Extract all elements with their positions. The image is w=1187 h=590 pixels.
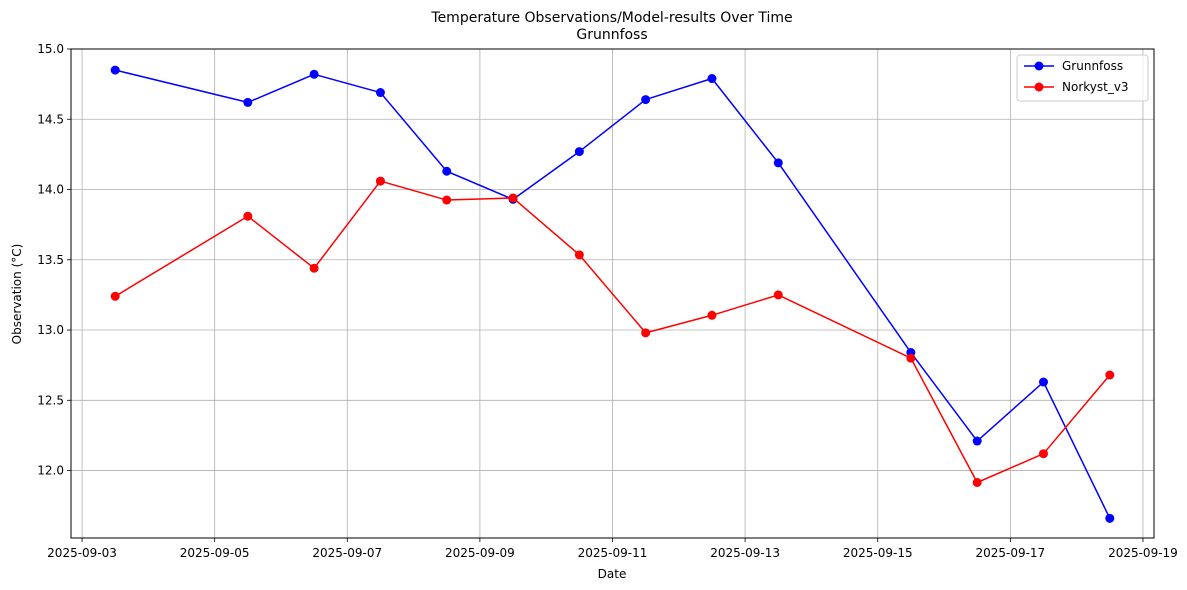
x-tick-label: 2025-09-11 bbox=[578, 546, 648, 560]
y-tick-label: 12.5 bbox=[37, 393, 64, 407]
y-axis: 12.0 12.5 13.0 13.5 14.0 14.5 15.0 bbox=[37, 42, 71, 478]
data-point-norkyst-v3-4 bbox=[442, 195, 452, 205]
data-point-norkyst-v3-12 bbox=[1038, 449, 1048, 459]
y-tick-label: 12.0 bbox=[37, 464, 64, 478]
y-tick-label: 14.5 bbox=[37, 112, 64, 126]
data-point-grunnfoss-7 bbox=[641, 95, 651, 105]
data-point-grunnfoss-3 bbox=[375, 88, 385, 98]
data-point-grunnfoss-12 bbox=[1038, 377, 1048, 387]
x-tick-label: 2025-09-19 bbox=[1108, 546, 1178, 560]
data-point-grunnfoss-6 bbox=[574, 147, 584, 157]
series-grunnfoss bbox=[110, 65, 1115, 523]
data-point-norkyst-v3-13 bbox=[1105, 370, 1115, 380]
y-axis-label: Observation (°C) bbox=[10, 244, 24, 345]
data-point-norkyst-v3-0 bbox=[110, 291, 120, 301]
legend-marker-norkyst bbox=[1034, 82, 1044, 92]
data-point-norkyst-v3-9 bbox=[773, 290, 783, 300]
data-point-grunnfoss-1 bbox=[243, 97, 253, 107]
chart-title: Temperature Observations/Model-results O… bbox=[430, 10, 792, 26]
legend: Grunnfoss Norkyst_v3 bbox=[1016, 54, 1149, 102]
x-tick-label: 2025-09-09 bbox=[445, 546, 515, 560]
legend-marker-grunnfoss bbox=[1034, 61, 1044, 71]
x-tick-label: 2025-09-03 bbox=[47, 546, 117, 560]
data-point-norkyst-v3-2 bbox=[309, 263, 319, 273]
chart-subtitle: Grunnfoss bbox=[576, 27, 647, 43]
y-tick-label: 13.5 bbox=[37, 253, 64, 267]
data-point-norkyst-v3-5 bbox=[508, 193, 518, 203]
data-point-grunnfoss-8 bbox=[707, 74, 717, 84]
data-point-norkyst-v3-3 bbox=[375, 176, 385, 186]
series-norkyst-v3 bbox=[110, 176, 1115, 487]
x-tick-label: 2025-09-07 bbox=[312, 546, 382, 560]
data-point-norkyst-v3-11 bbox=[972, 478, 982, 487]
series-line-norkyst-v3 bbox=[114, 180, 1111, 484]
y-tick-label: 13.0 bbox=[37, 323, 64, 337]
x-tick-label: 2025-09-15 bbox=[843, 546, 913, 560]
data-point-grunnfoss-13 bbox=[1105, 513, 1115, 523]
x-axis: 2025-09-03 2025-09-05 2025-09-07 2025-09-09… bbox=[47, 538, 1178, 560]
y-tick-label: 15.0 bbox=[37, 42, 64, 56]
data-point-norkyst-v3-6 bbox=[574, 250, 584, 260]
data-point-grunnfoss-4 bbox=[442, 166, 452, 176]
x-tick-label: 2025-09-13 bbox=[710, 546, 780, 560]
legend-label-norkyst: Norkyst_v3 bbox=[1062, 80, 1129, 94]
data-point-grunnfoss-0 bbox=[110, 65, 120, 75]
y-tick-label: 14.0 bbox=[37, 183, 64, 197]
data-point-norkyst-v3-10 bbox=[906, 353, 916, 363]
x-axis-label: Date bbox=[598, 567, 627, 581]
data-point-norkyst-v3-7 bbox=[641, 328, 651, 338]
x-tick-label: 2025-09-17 bbox=[975, 546, 1045, 560]
legend-label-grunnfoss: Grunnfoss bbox=[1062, 59, 1123, 73]
data-point-grunnfoss-9 bbox=[773, 158, 783, 168]
grid-lines bbox=[71, 48, 1154, 538]
series-line-grunnfoss bbox=[115, 69, 1111, 519]
data-point-grunnfoss-2 bbox=[309, 69, 319, 79]
data-point-norkyst-v3-8 bbox=[707, 310, 717, 320]
series-layer bbox=[110, 65, 1115, 523]
data-point-norkyst-v3-1 bbox=[243, 211, 253, 221]
data-point-grunnfoss-11 bbox=[972, 436, 982, 446]
x-tick-label: 2025-09-05 bbox=[180, 546, 250, 560]
